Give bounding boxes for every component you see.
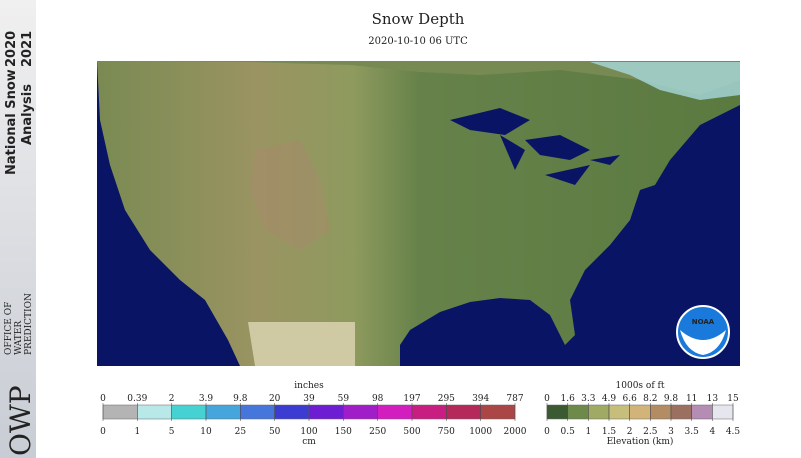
office-line: OFFICE OF: [4, 302, 14, 355]
legend-swatch: [240, 404, 275, 420]
legend-swatch: [691, 404, 713, 420]
map: NOAA: [97, 61, 740, 366]
legend-label: 4.5: [726, 427, 741, 437]
legend-swatch: [629, 404, 651, 420]
legend-label: 50: [269, 427, 281, 437]
legend-swatch: [608, 404, 630, 420]
office-line: WATER: [14, 321, 24, 355]
legend-swatch: [205, 404, 241, 420]
rockies: [250, 140, 330, 250]
legend-label: 295: [438, 394, 455, 404]
legend-label: 3.9: [199, 394, 214, 404]
legend-swatch: [670, 404, 692, 420]
title: Snow Depth: [372, 10, 465, 28]
legend-label: 394: [472, 394, 489, 404]
legend-label: 9.8: [664, 394, 679, 404]
sidebar-year2: 2021: [20, 31, 35, 67]
sidebar-title2: Analysis 2021: [20, 31, 35, 145]
subtitle: 2020-10-10 06 UTC: [368, 36, 468, 47]
legend-label: 1: [585, 427, 591, 437]
land: [97, 61, 740, 366]
owp-logo: OWP: [4, 385, 37, 456]
legend-swatch: [308, 404, 344, 420]
legend-label: 197: [403, 394, 420, 404]
legend-label: 25: [235, 427, 247, 437]
legend-unit: Elevation (km): [607, 436, 674, 447]
legend-label: 2000: [504, 427, 527, 437]
legend-label: 1.5: [602, 427, 617, 437]
legend-swatch: [567, 404, 589, 420]
legend-label: 1: [134, 427, 140, 437]
legend-label: 1.6: [561, 394, 576, 404]
legend-label: 0: [100, 394, 106, 404]
legend-label: 750: [438, 427, 455, 437]
legend-swatch: [137, 404, 172, 420]
legend-label: 13: [707, 394, 719, 404]
legend-label: 0.5: [561, 427, 576, 437]
legend-label: 3: [668, 427, 674, 437]
sidebar-title: National Snow 2020: [4, 31, 19, 175]
legend-label: 250: [369, 427, 386, 437]
legend-label: 39: [303, 394, 315, 404]
legend-swatch: [446, 404, 481, 420]
legend-label: 2: [169, 394, 175, 404]
sidebar: [0, 0, 36, 458]
legend-swatch: [546, 404, 568, 420]
sidebar-year1: 2020: [4, 31, 19, 67]
legend-label: 10: [200, 427, 212, 437]
legend-swatch: [343, 404, 378, 420]
legend-swatch: [411, 404, 447, 420]
legend-swatch: [274, 404, 310, 420]
legend-label: 11: [686, 394, 697, 404]
legend-label: 500: [403, 427, 420, 437]
legend-label: 8.2: [643, 394, 657, 404]
legend-label: 4: [709, 427, 715, 437]
mexico: [248, 322, 355, 366]
legend-label: 100: [300, 427, 317, 437]
office-line: PREDICTION: [24, 293, 34, 355]
legend-label: 0: [100, 427, 106, 437]
legend-label: 0: [544, 394, 550, 404]
legend-label: 2: [627, 427, 633, 437]
sidebar-line1: National Snow: [4, 69, 19, 175]
legend-label: 150: [335, 427, 352, 437]
legend-label: 2.5: [643, 427, 658, 437]
legend-label: 20: [269, 394, 281, 404]
legend-label: 4.9: [602, 394, 617, 404]
snow-canada: [590, 62, 740, 100]
legend-title: 1000s of ft: [616, 381, 665, 391]
legend-swatch: [171, 404, 207, 420]
legend-label: 5: [169, 427, 175, 437]
legend-label: 3.3: [581, 394, 596, 404]
legend-label: 3.5: [685, 427, 700, 437]
legend-swatch: [650, 404, 672, 420]
legend-title: inches: [294, 381, 324, 391]
legend-label: 1000: [469, 427, 492, 437]
legend-label: 59: [338, 394, 350, 404]
legend-label: 787: [506, 394, 523, 404]
legend-label: 0: [544, 427, 550, 437]
legend-unit: cm: [302, 437, 316, 447]
legend-label: 15: [727, 394, 739, 404]
legend-swatch: [480, 404, 516, 420]
legend-label: 98: [372, 394, 384, 404]
legend-label: 6.6: [623, 394, 638, 404]
legend-swatch: [102, 404, 138, 420]
great-lakes: [450, 108, 620, 185]
noaa-text: NOAA: [692, 318, 715, 326]
legend-swatch: [588, 404, 610, 420]
legend-swatch: [712, 404, 734, 420]
canada: [97, 61, 740, 95]
legend-label: 0.39: [127, 394, 147, 404]
legend-label: 9.8: [233, 394, 248, 404]
noaa-logo-bird: [680, 330, 726, 355]
sidebar-line2: Analysis: [20, 84, 35, 145]
legend-swatch: [377, 404, 413, 420]
